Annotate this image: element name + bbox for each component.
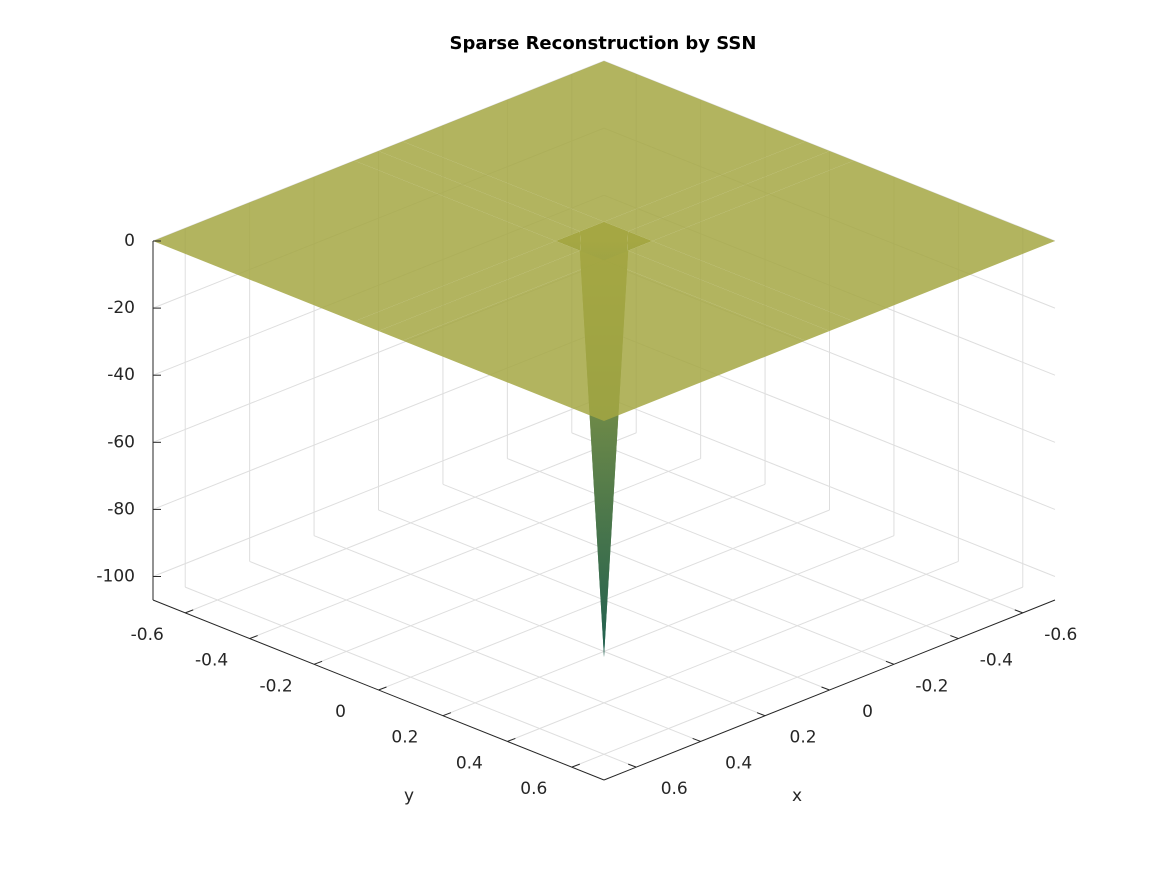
surface-face xyxy=(153,160,556,322)
grid-line xyxy=(603,396,1056,577)
x-tick-label: -0.4 xyxy=(980,651,1013,671)
y-tick xyxy=(507,737,516,742)
x-tick-label: 0 xyxy=(862,702,873,722)
grid-line xyxy=(571,586,1023,768)
x-tick xyxy=(950,635,959,640)
x-axis-label: x xyxy=(792,786,802,806)
axes: -100 -80 -60 -40 -20 0 -0.6 -0.4 -0.2 0 0.2 0.4 0.6 -… xyxy=(96,231,1077,799)
x-tick xyxy=(756,712,766,717)
surface-face xyxy=(402,61,806,222)
x-tick-label: 0.6 xyxy=(661,779,688,799)
grid-line xyxy=(313,483,766,665)
z-tick-label: -20 xyxy=(107,298,135,318)
x-tick xyxy=(692,737,701,742)
x-tick xyxy=(885,660,895,665)
surface-face xyxy=(628,241,854,331)
surface-face xyxy=(604,250,830,341)
surface-face xyxy=(402,260,806,421)
x-tick-label: -0.6 xyxy=(1044,625,1077,645)
x-tick xyxy=(821,686,830,691)
z-tick-label: -60 xyxy=(107,432,135,452)
x-tick xyxy=(1014,609,1023,614)
surface-face xyxy=(652,160,1055,322)
grid-line xyxy=(152,396,605,577)
z-tick-label: -40 xyxy=(107,365,135,385)
z-tick-label: -80 xyxy=(107,499,135,519)
grid-line xyxy=(442,535,895,717)
y-tick xyxy=(313,660,323,665)
y-tick-label: -0.2 xyxy=(259,676,292,696)
chart-title: Sparse Reconstruction by SSN xyxy=(450,33,757,54)
y-tick-label: 0.4 xyxy=(456,753,483,773)
y-tick xyxy=(249,635,258,640)
x-tick-label: 0.4 xyxy=(725,753,752,773)
y-tick xyxy=(571,763,580,768)
y-tick-label: 0.6 xyxy=(520,779,547,799)
y-tick xyxy=(442,712,452,717)
x-tick-label: -0.2 xyxy=(915,676,948,696)
y-tick-label: -0.6 xyxy=(131,625,164,645)
surface-face xyxy=(378,250,604,341)
y-tick xyxy=(185,609,194,614)
y-axis-label: y xyxy=(404,786,414,806)
surface-face xyxy=(378,141,604,232)
grid-line xyxy=(249,458,701,640)
surface-face xyxy=(628,151,854,241)
grid-line xyxy=(185,432,637,614)
surface-face xyxy=(604,141,830,232)
y-tick-label: 0.2 xyxy=(391,728,418,748)
grid-line xyxy=(507,560,959,742)
y-tick-label: 0 xyxy=(335,702,346,722)
surface xyxy=(153,61,1055,658)
z-tick-label: 0 xyxy=(124,231,135,251)
x-tick xyxy=(628,763,637,768)
z-tick-label: -100 xyxy=(96,567,135,587)
y-tick-label: -0.4 xyxy=(195,651,228,671)
surface-face xyxy=(354,241,580,331)
surface-face xyxy=(354,151,580,241)
x-tick-label: 0.2 xyxy=(790,728,817,748)
y-tick xyxy=(378,686,387,691)
